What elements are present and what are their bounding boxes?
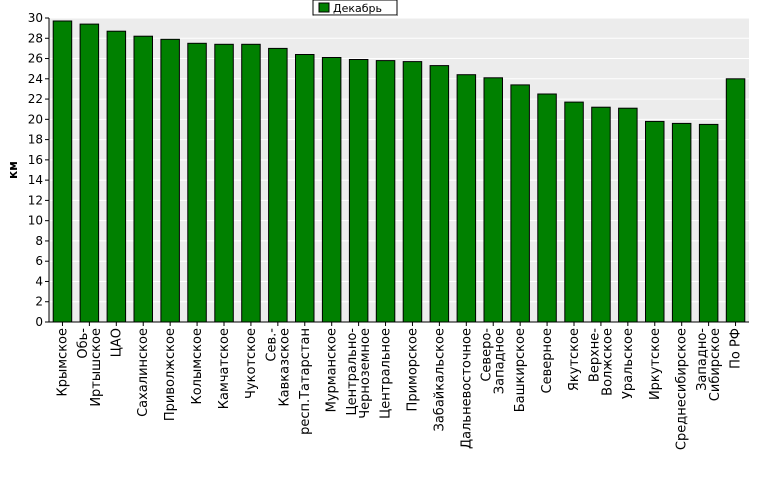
bar xyxy=(106,30,127,323)
x-tick-label: Среднесибирское xyxy=(675,328,690,450)
x-tick-label: По РФ xyxy=(729,328,744,369)
x-tick-label: Колымское xyxy=(190,328,205,405)
bar xyxy=(564,101,584,323)
y-tick-label: 14 xyxy=(28,173,43,187)
x-tick-label: Северное xyxy=(540,328,555,393)
x-tick-label: Сахалинское xyxy=(136,328,151,417)
bar xyxy=(402,61,423,323)
x-tick-label: респ.Татарстан xyxy=(298,328,313,435)
bar xyxy=(725,78,746,323)
bar xyxy=(618,107,638,323)
y-axis-label: км xyxy=(6,161,20,179)
x-tick-label: Забайкальское xyxy=(432,328,447,431)
x-tick-label: Центрально-Черноземное xyxy=(345,328,373,419)
x-tick-label: Якутское xyxy=(567,328,582,391)
x-tick-label: Башкирское xyxy=(513,328,528,412)
y-tick-label: 8 xyxy=(35,234,43,248)
y-tick-label: 20 xyxy=(28,112,43,126)
x-tick-label: Уральское xyxy=(621,328,636,399)
x-tick-label: Сев.-Кавказское xyxy=(264,328,292,407)
bar xyxy=(52,20,73,323)
plot-area xyxy=(49,18,749,322)
y-tick-label: 12 xyxy=(28,193,43,207)
bar xyxy=(321,57,342,323)
bar xyxy=(133,35,153,323)
bar xyxy=(510,84,530,323)
x-tick-label: Дальневосточное xyxy=(459,328,474,449)
bar xyxy=(79,23,100,323)
bar xyxy=(375,60,396,323)
x-tick-label: Мурманское xyxy=(325,328,340,412)
bar xyxy=(537,93,557,323)
x-tick-label: Обь-Иртышское xyxy=(76,328,104,407)
y-tick-label: 18 xyxy=(28,133,43,147)
bar xyxy=(160,38,180,323)
bar xyxy=(483,77,503,323)
bar xyxy=(645,120,665,323)
x-tick-label: Приволжское xyxy=(163,328,178,421)
x-tick-label: Чукотское xyxy=(244,328,259,399)
y-tick-label: 26 xyxy=(28,52,43,66)
y-tick-label: 28 xyxy=(28,31,43,45)
bar xyxy=(241,43,261,323)
bar xyxy=(591,106,611,323)
y-tick-label: 4 xyxy=(35,274,43,288)
y-tick-label: 0 xyxy=(35,315,43,329)
y-tick-label: 6 xyxy=(35,254,43,268)
y-tick-label: 30 xyxy=(28,11,43,25)
legend: Декабрь xyxy=(312,0,398,16)
bar xyxy=(187,42,207,323)
bar xyxy=(348,59,369,323)
x-tick-label: Крымское xyxy=(55,328,70,397)
x-tick-label: Западно-Сибирское xyxy=(695,328,723,402)
y-tick-label: 2 xyxy=(35,295,43,309)
bar xyxy=(671,122,692,323)
x-tick-label: Иркутское xyxy=(648,328,663,400)
x-tick-label: Верхне-Волжское xyxy=(587,328,615,396)
x-tick-label: Камчатское xyxy=(217,328,232,409)
y-tick-label: 24 xyxy=(28,72,43,86)
x-tick-label: ЦАО xyxy=(109,328,124,357)
legend-swatch xyxy=(318,2,330,13)
bar xyxy=(214,43,234,323)
bar xyxy=(268,47,288,323)
bar xyxy=(429,65,450,323)
x-tick-label: Северо-Западное xyxy=(480,328,508,395)
bar xyxy=(295,54,315,323)
y-tick-label: 16 xyxy=(28,153,43,167)
y-tick-label: 10 xyxy=(28,214,43,228)
bar xyxy=(456,74,477,323)
x-tick-label: Центральное xyxy=(379,328,394,419)
bar xyxy=(698,123,719,323)
legend-label: Декабрь xyxy=(333,2,382,15)
y-tick-label: 22 xyxy=(28,92,43,106)
x-tick-label: Приморское xyxy=(405,328,420,411)
